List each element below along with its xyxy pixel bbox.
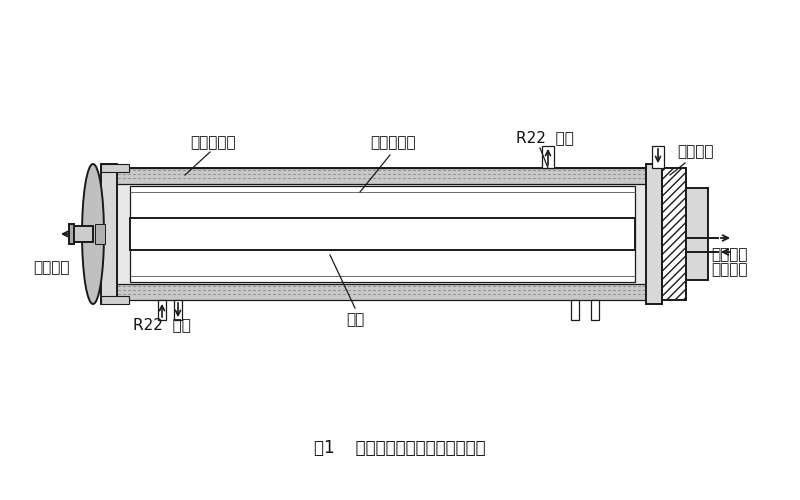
- Bar: [542, 146, 554, 168]
- Bar: [662, 168, 686, 300]
- Bar: [115, 168, 648, 300]
- Text: 循环热水管: 循环热水管: [190, 136, 236, 150]
- Text: 图1    人造奶油急冷机结构示意图。: 图1 人造奶油急冷机结构示意图。: [314, 439, 486, 457]
- Bar: [115, 168, 648, 184]
- Bar: [130, 218, 635, 250]
- Text: 热水入口: 热水入口: [712, 248, 748, 262]
- Bar: [571, 300, 579, 320]
- Text: 管状换热器: 管状换热器: [370, 136, 416, 150]
- Bar: [101, 164, 129, 172]
- Bar: [646, 164, 662, 304]
- Text: 原油入口: 原油入口: [677, 144, 714, 160]
- Bar: [69, 224, 74, 244]
- Text: R22  入口: R22 入口: [133, 318, 191, 332]
- Bar: [73, 226, 93, 242]
- Bar: [95, 224, 105, 244]
- Text: 主轴: 主轴: [346, 312, 364, 328]
- Text: 热水出口: 热水出口: [712, 262, 748, 278]
- Bar: [101, 296, 129, 304]
- Bar: [174, 300, 182, 320]
- Bar: [101, 164, 117, 304]
- Bar: [686, 188, 708, 280]
- Ellipse shape: [82, 164, 104, 304]
- Text: 奶油出口: 奶油出口: [34, 260, 70, 276]
- Bar: [130, 186, 635, 282]
- Bar: [158, 300, 166, 320]
- Text: R22  出口: R22 出口: [516, 130, 574, 146]
- Bar: [115, 284, 648, 300]
- Bar: [591, 300, 599, 320]
- Bar: [652, 146, 664, 168]
